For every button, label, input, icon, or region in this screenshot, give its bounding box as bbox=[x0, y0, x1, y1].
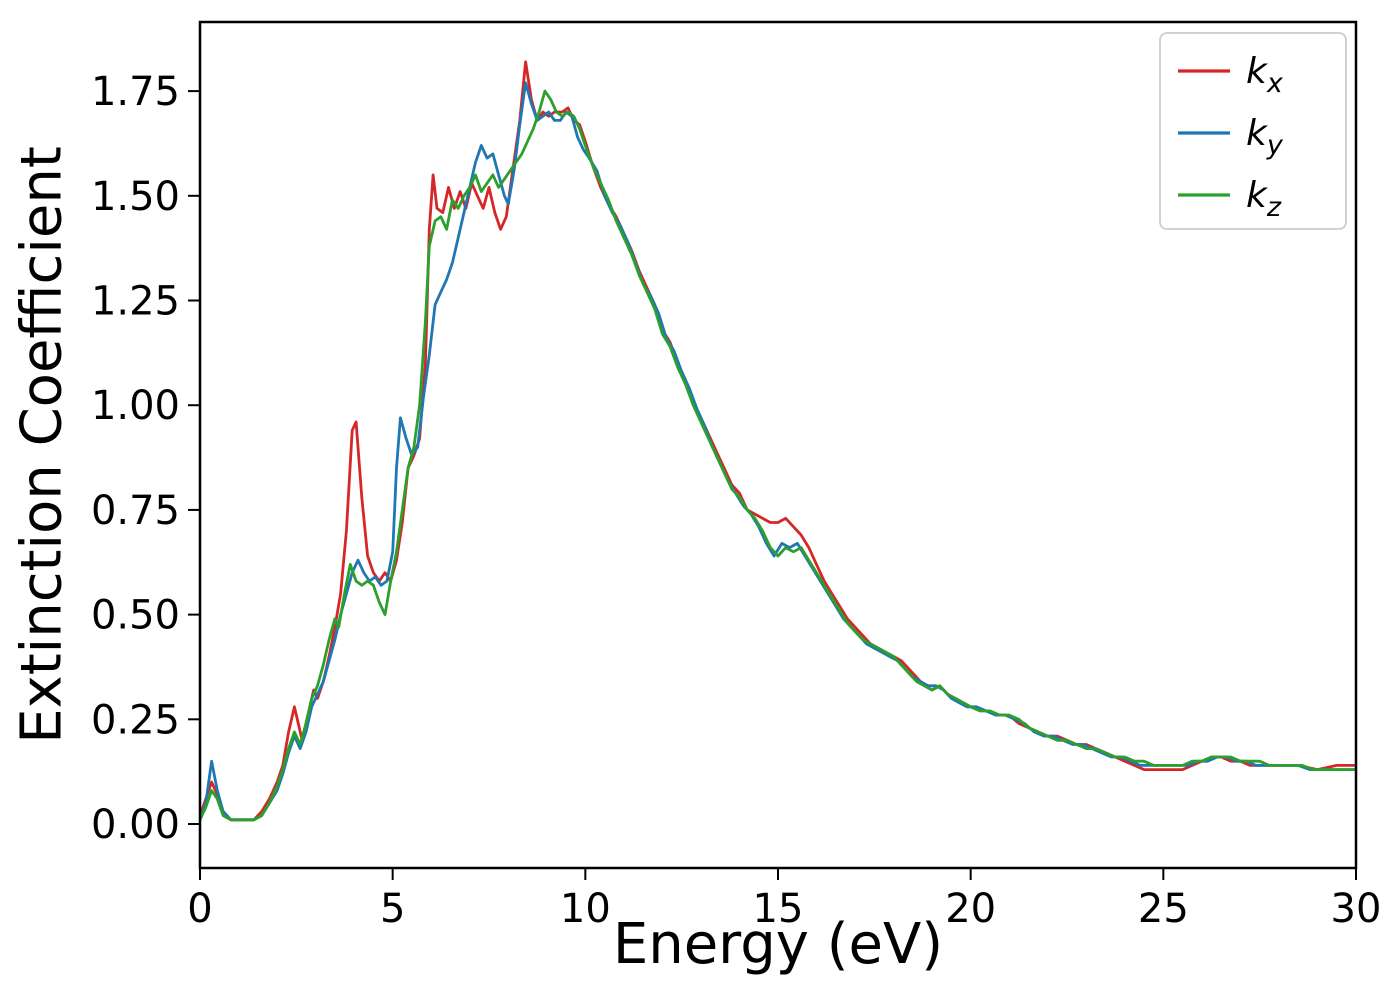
x-tick-label: 20 bbox=[945, 886, 996, 932]
x-tick-label: 25 bbox=[1138, 886, 1189, 932]
y-tick-label: 0.25 bbox=[91, 697, 180, 743]
y-tick-label: 1.25 bbox=[91, 279, 180, 325]
x-tick-label: 0 bbox=[187, 886, 212, 932]
series-group bbox=[200, 60, 1356, 822]
y-tick-label: 0.00 bbox=[91, 802, 180, 848]
series-line-kz bbox=[200, 89, 1356, 822]
y-tick-label: 1.00 bbox=[91, 383, 180, 429]
y-tick-label: 0.75 bbox=[91, 488, 180, 534]
legend-box bbox=[1159, 32, 1347, 230]
legend-label-kz: kz bbox=[1246, 175, 1282, 223]
y-tick-label: 1.50 bbox=[91, 174, 180, 220]
x-tick-label: 5 bbox=[380, 886, 405, 932]
y-axis-label: Extinction Coefficient bbox=[9, 146, 75, 744]
y-tick-label: 0.50 bbox=[91, 593, 180, 639]
x-tick-label: 30 bbox=[1331, 886, 1382, 932]
axes-frame bbox=[198, 20, 1358, 870]
x-tick-label: 10 bbox=[560, 886, 611, 932]
y-tick-label: 1.75 bbox=[91, 69, 180, 115]
x-axis-label: Energy (eV) bbox=[612, 912, 944, 977]
x-tick-label: 15 bbox=[753, 886, 804, 932]
